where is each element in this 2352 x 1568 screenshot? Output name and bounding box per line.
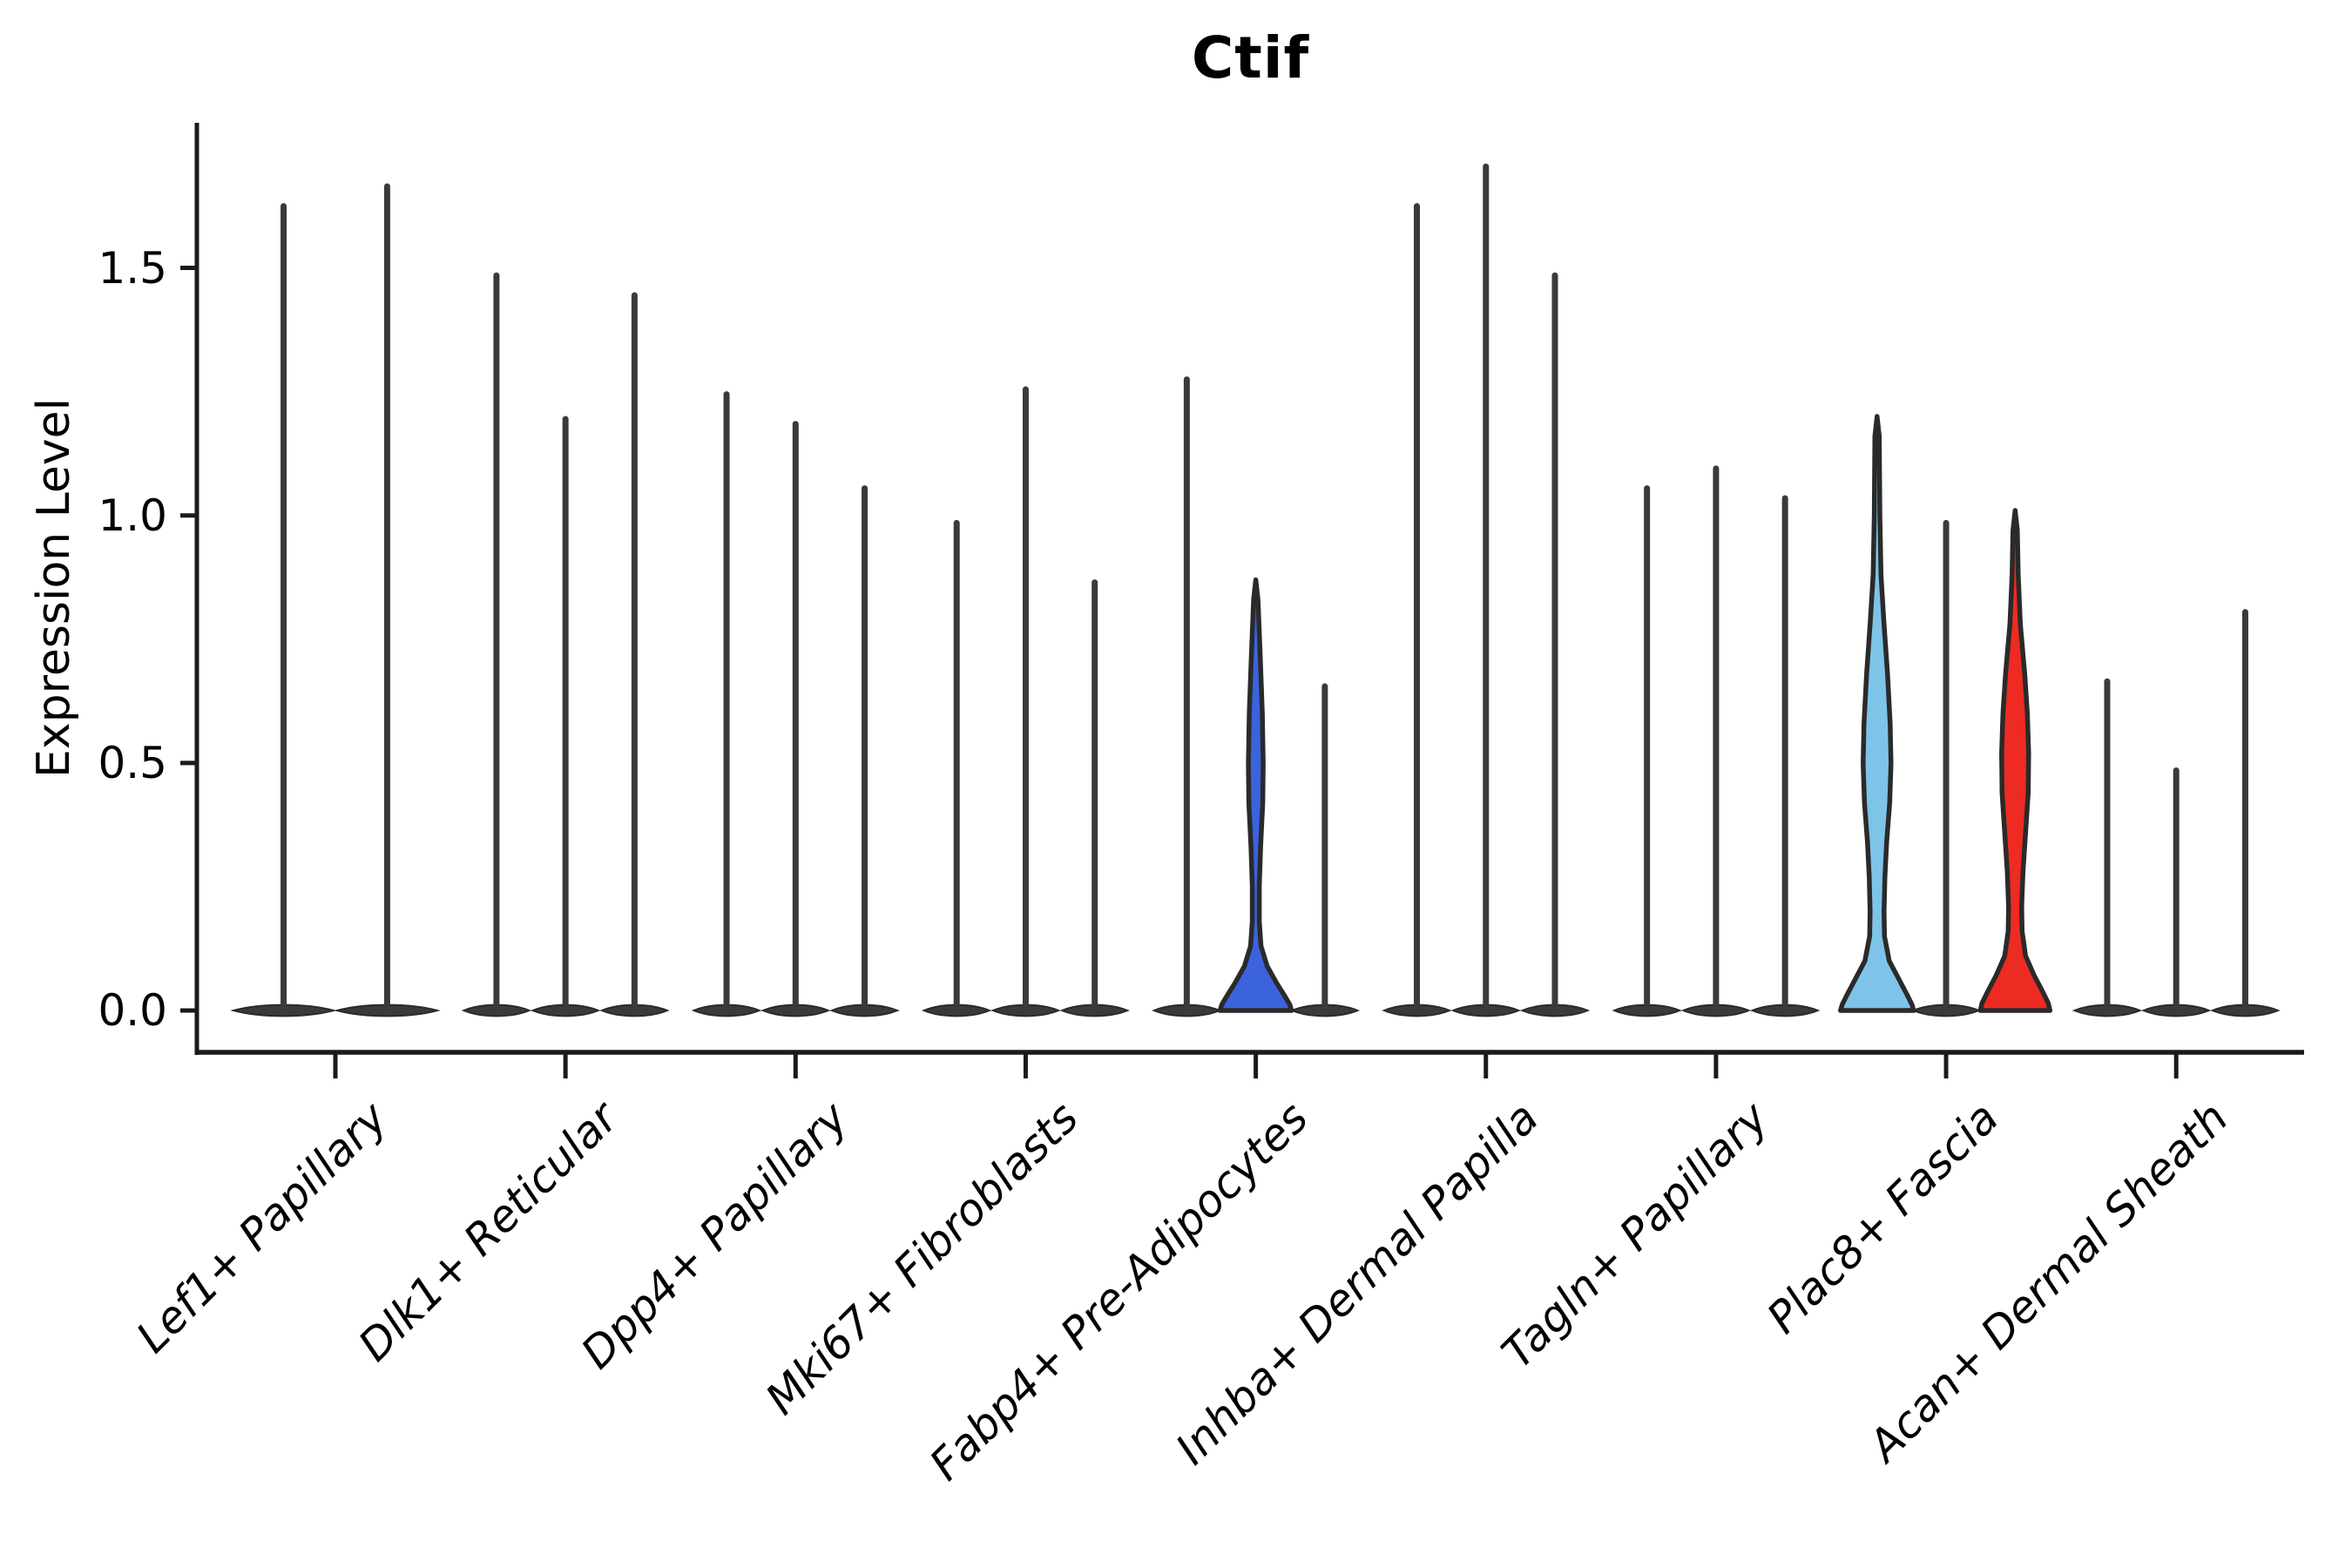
y-tick-label: 0.0 <box>98 985 167 1036</box>
violin-colored <box>1217 577 1294 1013</box>
y-tick-label: 1.5 <box>98 242 167 294</box>
violin-colored <box>1977 508 2053 1013</box>
chart-title: Ctif <box>1191 24 1310 91</box>
y-tick-label: 0.5 <box>98 737 167 788</box>
violin-colored <box>1838 414 1916 1013</box>
y-axis-label: Expression Level <box>28 397 80 779</box>
y-tick-label: 1.0 <box>98 490 167 541</box>
